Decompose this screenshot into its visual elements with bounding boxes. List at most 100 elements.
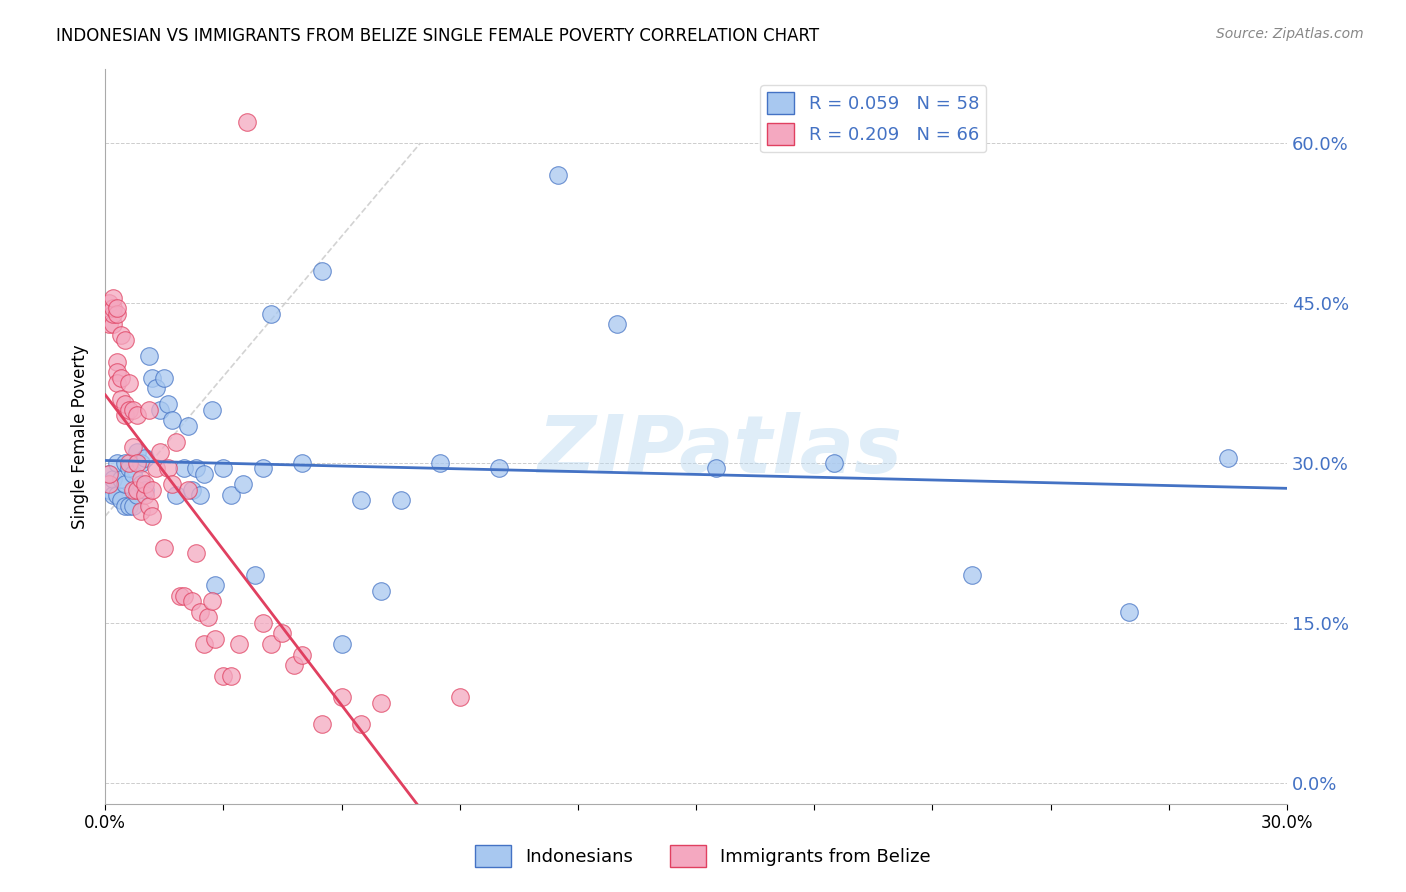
Point bbox=[330, 690, 353, 705]
Point bbox=[141, 483, 163, 497]
Point bbox=[105, 307, 128, 321]
Point bbox=[547, 168, 569, 182]
Point bbox=[101, 472, 124, 486]
Point bbox=[960, 567, 983, 582]
Point bbox=[125, 488, 148, 502]
Point bbox=[177, 483, 200, 497]
Point bbox=[291, 456, 314, 470]
Point bbox=[110, 493, 132, 508]
Point bbox=[125, 456, 148, 470]
Text: ZIPatlas: ZIPatlas bbox=[537, 412, 903, 490]
Point bbox=[370, 583, 392, 598]
Point bbox=[212, 461, 235, 475]
Point bbox=[105, 376, 128, 390]
Point bbox=[98, 467, 121, 481]
Point bbox=[105, 365, 128, 379]
Point bbox=[114, 334, 136, 348]
Point bbox=[118, 376, 141, 390]
Point bbox=[350, 493, 373, 508]
Point bbox=[370, 696, 392, 710]
Point bbox=[429, 456, 451, 470]
Point bbox=[149, 445, 172, 459]
Point bbox=[105, 301, 128, 316]
Point bbox=[232, 477, 254, 491]
Point bbox=[330, 637, 353, 651]
Point bbox=[98, 483, 121, 497]
Point bbox=[114, 408, 136, 422]
Point bbox=[129, 456, 152, 470]
Point bbox=[118, 402, 141, 417]
Point bbox=[101, 488, 124, 502]
Point bbox=[160, 477, 183, 491]
Point bbox=[98, 318, 121, 332]
Point bbox=[212, 669, 235, 683]
Point bbox=[110, 328, 132, 343]
Point bbox=[236, 115, 259, 129]
Point bbox=[125, 445, 148, 459]
Point bbox=[259, 307, 281, 321]
Point bbox=[157, 461, 180, 475]
Point bbox=[121, 467, 143, 481]
Point bbox=[606, 318, 628, 332]
Point bbox=[188, 605, 211, 619]
Point bbox=[125, 408, 148, 422]
Point bbox=[180, 594, 202, 608]
Point bbox=[110, 392, 132, 406]
Point bbox=[193, 467, 215, 481]
Point bbox=[118, 499, 141, 513]
Point bbox=[121, 499, 143, 513]
Point bbox=[145, 461, 167, 475]
Point bbox=[141, 509, 163, 524]
Point bbox=[105, 488, 128, 502]
Point bbox=[704, 461, 727, 475]
Point bbox=[114, 499, 136, 513]
Point bbox=[114, 477, 136, 491]
Point bbox=[311, 264, 333, 278]
Point bbox=[105, 456, 128, 470]
Point bbox=[121, 440, 143, 454]
Point bbox=[283, 658, 305, 673]
Point bbox=[134, 450, 156, 465]
Point bbox=[105, 354, 128, 368]
Point bbox=[165, 434, 187, 449]
Point bbox=[219, 669, 242, 683]
Point bbox=[121, 402, 143, 417]
Y-axis label: Single Female Poverty: Single Female Poverty bbox=[72, 344, 89, 529]
Point bbox=[145, 381, 167, 395]
Point bbox=[141, 370, 163, 384]
Point bbox=[153, 541, 176, 556]
Point bbox=[259, 637, 281, 651]
Point bbox=[165, 488, 187, 502]
Point bbox=[173, 461, 195, 475]
Point bbox=[125, 483, 148, 497]
Point bbox=[101, 301, 124, 316]
Point bbox=[134, 488, 156, 502]
Point bbox=[153, 370, 176, 384]
Point bbox=[200, 594, 222, 608]
Point bbox=[129, 472, 152, 486]
Point bbox=[98, 296, 121, 310]
Point bbox=[228, 637, 250, 651]
Point bbox=[243, 567, 266, 582]
Point bbox=[118, 456, 141, 470]
Point bbox=[193, 637, 215, 651]
Point bbox=[101, 291, 124, 305]
Point bbox=[110, 370, 132, 384]
Point bbox=[311, 717, 333, 731]
Point bbox=[204, 632, 226, 646]
Point bbox=[180, 483, 202, 497]
Point bbox=[118, 461, 141, 475]
Point bbox=[1216, 450, 1239, 465]
Point bbox=[188, 488, 211, 502]
Legend: R = 0.059   N = 58, R = 0.209   N = 66: R = 0.059 N = 58, R = 0.209 N = 66 bbox=[761, 85, 987, 153]
Point bbox=[204, 578, 226, 592]
Point bbox=[291, 648, 314, 662]
Point bbox=[138, 499, 160, 513]
Text: INDONESIAN VS IMMIGRANTS FROM BELIZE SINGLE FEMALE POVERTY CORRELATION CHART: INDONESIAN VS IMMIGRANTS FROM BELIZE SIN… bbox=[56, 27, 820, 45]
Point bbox=[389, 493, 412, 508]
Point bbox=[449, 690, 471, 705]
Point bbox=[169, 589, 191, 603]
Point bbox=[101, 307, 124, 321]
Point bbox=[134, 477, 156, 491]
Text: Source: ZipAtlas.com: Source: ZipAtlas.com bbox=[1216, 27, 1364, 41]
